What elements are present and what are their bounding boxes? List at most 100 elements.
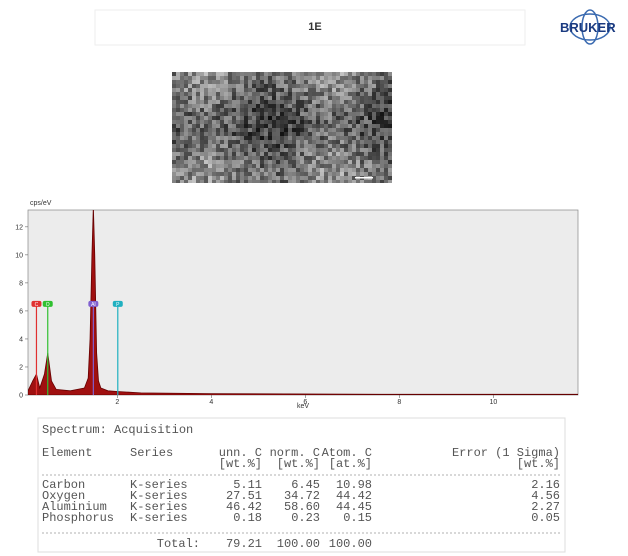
sem-pixel bbox=[244, 108, 248, 112]
sem-pixel bbox=[300, 112, 304, 116]
sem-pixel bbox=[324, 180, 328, 183]
sem-pixel bbox=[336, 76, 340, 80]
sem-pixel bbox=[296, 100, 300, 104]
sem-pixel bbox=[344, 176, 348, 180]
sem-pixel bbox=[236, 136, 240, 140]
sem-pixel bbox=[372, 80, 376, 84]
sem-pixel bbox=[264, 92, 268, 96]
sem-pixel bbox=[188, 144, 192, 148]
sem-pixel bbox=[268, 164, 272, 168]
sem-pixel bbox=[312, 168, 316, 172]
sem-pixel bbox=[384, 128, 388, 132]
sem-pixel bbox=[380, 168, 384, 172]
sem-pixel bbox=[288, 180, 292, 183]
sem-pixel bbox=[388, 144, 392, 148]
sem-pixel bbox=[344, 80, 348, 84]
sem-pixel bbox=[380, 120, 384, 124]
sem-pixel bbox=[276, 148, 280, 152]
sem-pixel bbox=[252, 180, 256, 183]
x-tick-label: 2 bbox=[115, 399, 119, 406]
sem-pixel bbox=[388, 116, 392, 120]
sem-pixel bbox=[336, 72, 340, 76]
sem-pixel bbox=[280, 104, 284, 108]
sem-pixel bbox=[380, 172, 384, 176]
sem-pixel bbox=[328, 168, 332, 172]
sem-pixel bbox=[236, 84, 240, 88]
sem-pixel bbox=[268, 152, 272, 156]
sem-pixel bbox=[344, 88, 348, 92]
sem-pixel bbox=[280, 128, 284, 132]
sem-pixel bbox=[292, 144, 296, 148]
sem-pixel bbox=[208, 112, 212, 116]
sem-pixel bbox=[276, 136, 280, 140]
sem-pixel bbox=[324, 80, 328, 84]
sem-pixel bbox=[220, 180, 224, 183]
sem-pixel bbox=[240, 132, 244, 136]
sem-pixel bbox=[296, 80, 300, 84]
sem-pixel bbox=[352, 156, 356, 160]
sem-pixel bbox=[248, 96, 252, 100]
sem-pixel bbox=[272, 80, 276, 84]
sem-pixel bbox=[356, 156, 360, 160]
sem-pixel bbox=[332, 180, 336, 183]
sem-pixel bbox=[184, 108, 188, 112]
sem-pixel bbox=[200, 100, 204, 104]
sem-pixel bbox=[344, 116, 348, 120]
sem-pixel bbox=[356, 112, 360, 116]
sem-pixel bbox=[344, 120, 348, 124]
sem-pixel bbox=[188, 108, 192, 112]
sem-pixel bbox=[296, 160, 300, 164]
sem-pixel bbox=[316, 148, 320, 152]
sem-pixel bbox=[272, 108, 276, 112]
sem-pixel bbox=[204, 176, 208, 180]
sem-pixel bbox=[284, 100, 288, 104]
sem-pixel bbox=[284, 116, 288, 120]
sem-pixel bbox=[260, 92, 264, 96]
sem-pixel bbox=[280, 136, 284, 140]
sem-pixel bbox=[356, 124, 360, 128]
sem-pixel bbox=[336, 84, 340, 88]
sem-pixel bbox=[176, 116, 180, 120]
logo-text: BRUKER bbox=[560, 20, 616, 35]
sem-pixel bbox=[272, 88, 276, 92]
sem-pixel bbox=[372, 128, 376, 132]
sem-pixel bbox=[308, 120, 312, 124]
sem-pixel bbox=[384, 88, 388, 92]
sem-pixel bbox=[196, 132, 200, 136]
sem-pixel bbox=[316, 172, 320, 176]
sem-pixel bbox=[308, 88, 312, 92]
sem-pixel bbox=[348, 172, 352, 176]
scale-bar bbox=[355, 177, 373, 179]
sem-pixel bbox=[276, 80, 280, 84]
sem-pixel bbox=[328, 116, 332, 120]
sem-pixel bbox=[320, 108, 324, 112]
sem-pixel bbox=[376, 160, 380, 164]
sem-pixel bbox=[316, 156, 320, 160]
sem-pixel bbox=[368, 96, 372, 100]
sem-pixel bbox=[360, 156, 364, 160]
sem-pixel bbox=[344, 160, 348, 164]
sem-pixel bbox=[312, 132, 316, 136]
sem-pixel bbox=[292, 108, 296, 112]
sem-pixel bbox=[384, 136, 388, 140]
sem-pixel bbox=[296, 96, 300, 100]
sem-pixel bbox=[220, 172, 224, 176]
sem-pixel bbox=[240, 124, 244, 128]
sem-pixel bbox=[372, 148, 376, 152]
sem-pixel bbox=[236, 96, 240, 100]
sem-pixel bbox=[260, 168, 264, 172]
sem-pixel bbox=[284, 132, 288, 136]
sem-pixel bbox=[208, 140, 212, 144]
sem-pixel bbox=[200, 104, 204, 108]
sem-pixel bbox=[324, 120, 328, 124]
sem-pixel bbox=[336, 180, 340, 183]
sem-pixel bbox=[180, 148, 184, 152]
sem-pixel bbox=[216, 168, 220, 172]
sem-pixel bbox=[264, 124, 268, 128]
sem-pixel bbox=[328, 76, 332, 80]
sem-pixel bbox=[320, 136, 324, 140]
sem-pixel bbox=[280, 148, 284, 152]
sem-pixel bbox=[252, 136, 256, 140]
sem-pixel bbox=[208, 80, 212, 84]
sem-pixel bbox=[364, 116, 368, 120]
